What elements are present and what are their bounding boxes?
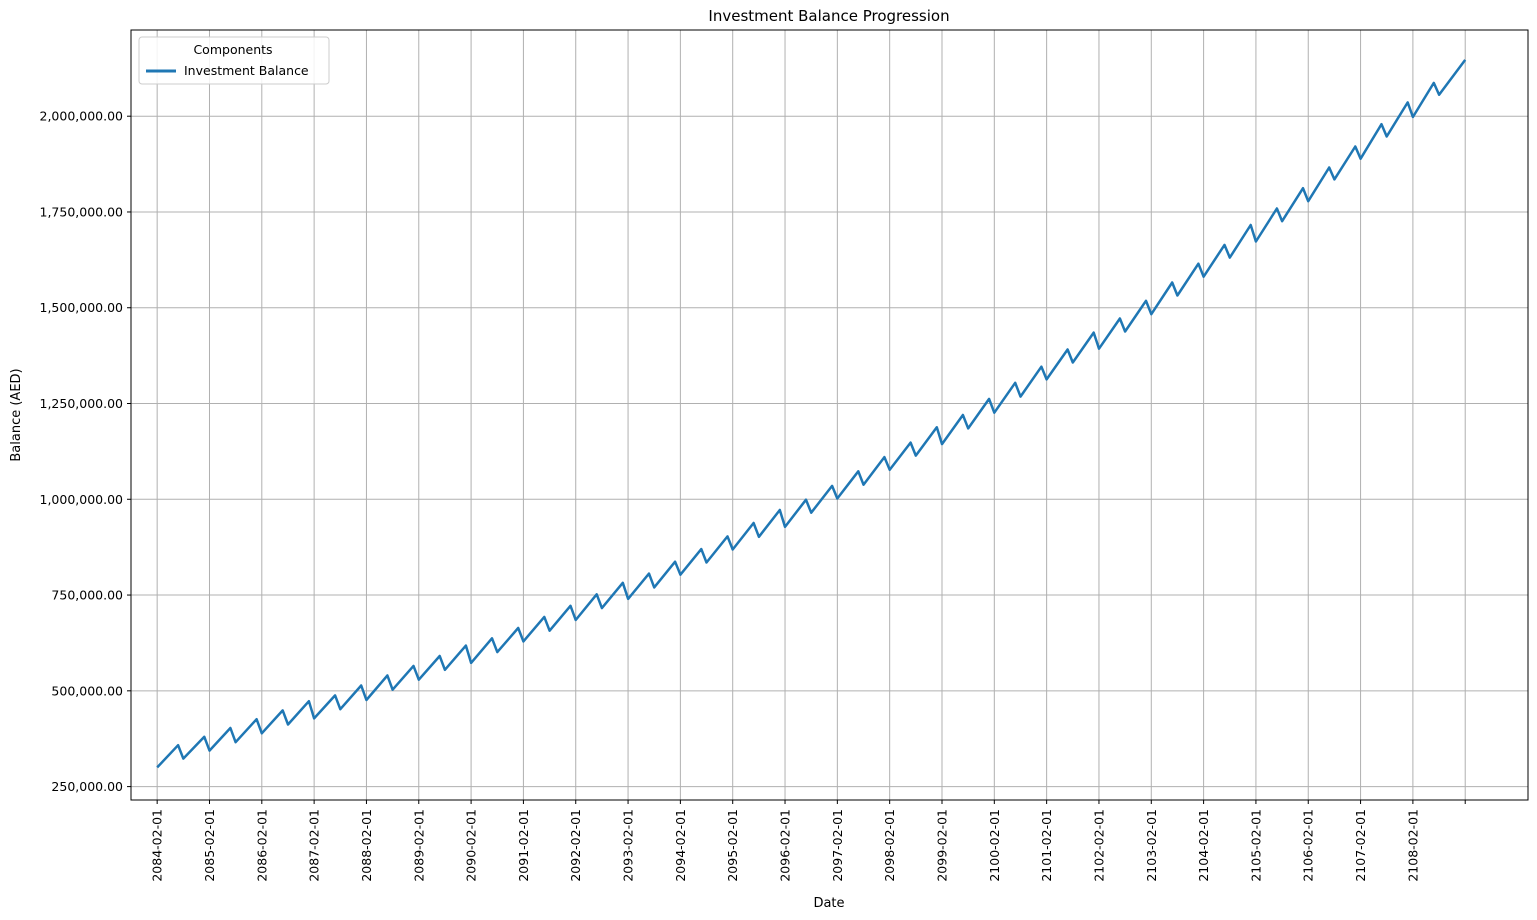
x-tick-label: 2096-02-01 <box>778 809 793 882</box>
legend: Components Investment Balance <box>138 36 330 85</box>
x-tick-label: 2090-02-01 <box>464 809 479 882</box>
y-tick-label: 1,000,000.00 <box>40 492 124 507</box>
x-axis-label: Date <box>813 896 844 911</box>
x-tick-label: 2094-02-01 <box>673 809 688 882</box>
y-axis-ticks: 250,000.00 500,000.00 750,000.00 1,000,000.… <box>40 109 131 794</box>
gridlines <box>131 30 1528 800</box>
y-tick-label: 1,750,000.00 <box>40 204 124 219</box>
y-tick-label: 250,000.00 <box>51 779 123 794</box>
x-tick-label: 2107-02-01 <box>1353 809 1368 882</box>
x-tick-label: 2108-02-01 <box>1405 809 1420 882</box>
y-tick-label: 2,000,000.00 <box>40 109 124 124</box>
plot-area <box>131 30 1528 800</box>
x-tick-label: 2092-02-01 <box>568 809 583 882</box>
x-tick-label: 2093-02-01 <box>621 809 636 882</box>
x-tick-label: 2087-02-01 <box>307 809 322 882</box>
x-tick-label: 2103-02-01 <box>1144 809 1159 882</box>
x-tick-label: 2100-02-01 <box>987 809 1002 882</box>
y-tick-label: 500,000.00 <box>51 683 123 698</box>
chart-title: Investment Balance Progression <box>708 7 949 25</box>
x-tick-label: 2104-02-01 <box>1196 809 1211 882</box>
x-tick-label: 2089-02-01 <box>411 809 426 882</box>
series-line-investment-balance <box>156 59 1467 769</box>
x-tick-label: 2099-02-01 <box>934 809 949 882</box>
x-axis-ticks: 2084-02-01 2085-02-01 2086-02-01 2087-02-01… <box>150 800 1466 882</box>
y-tick-label: 1,250,000.00 <box>40 396 124 411</box>
series-group <box>156 59 1467 769</box>
x-tick-label: 2085-02-01 <box>202 809 217 882</box>
x-tick-label: 2105-02-01 <box>1248 809 1263 882</box>
x-tick-label: 2106-02-01 <box>1301 809 1316 882</box>
y-tick-label: 750,000.00 <box>51 588 123 603</box>
x-tick-label: 2098-02-01 <box>882 809 897 882</box>
y-tick-label: 1,500,000.00 <box>40 300 124 315</box>
x-tick-label: 2088-02-01 <box>359 809 374 882</box>
y-axis-label: Balance (AED) <box>9 368 24 461</box>
legend-title: Components <box>193 42 272 57</box>
x-tick-label: 2084-02-01 <box>150 809 165 882</box>
legend-entry-investment-balance: Investment Balance <box>184 63 309 78</box>
x-tick-label: 2101-02-01 <box>1039 809 1054 882</box>
x-tick-label: 2102-02-01 <box>1091 809 1106 882</box>
plot-frame <box>130 29 1529 801</box>
x-tick-label: 2095-02-01 <box>725 809 740 882</box>
legend-box <box>138 36 330 85</box>
x-tick-label: 2086-02-01 <box>254 809 269 882</box>
x-tick-label: 2097-02-01 <box>830 809 845 882</box>
x-tick-label: 2091-02-01 <box>516 809 531 882</box>
